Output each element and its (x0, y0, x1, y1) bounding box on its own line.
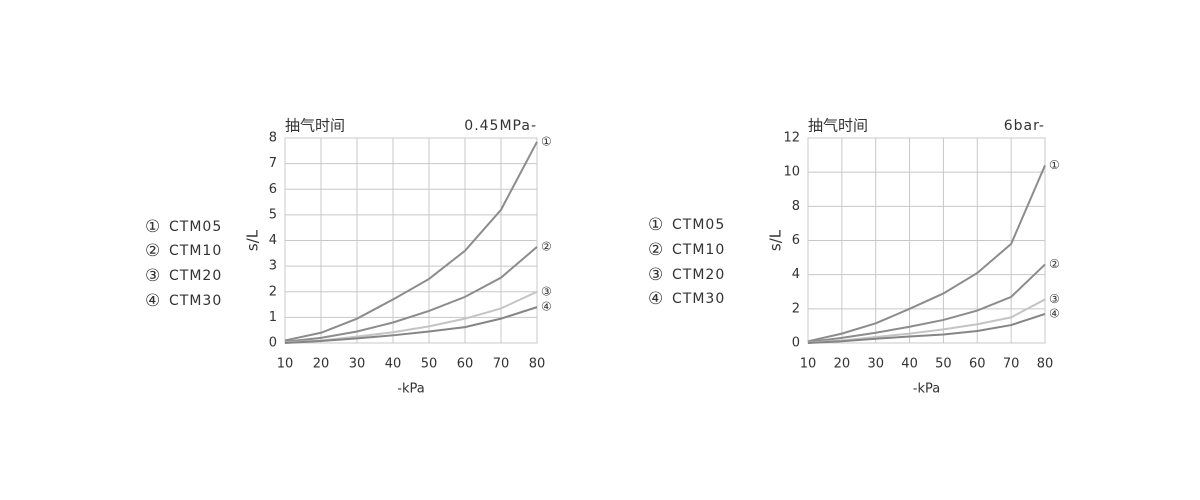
x-tick-label: 50 (935, 357, 952, 372)
series-line (284, 141, 538, 342)
y-tick-label: 8 (269, 131, 277, 146)
x-tick-label: 30 (867, 357, 884, 372)
legend-label: CTM05 (672, 217, 725, 233)
x-tick-label: 10 (277, 357, 294, 372)
x-tick-label: 70 (493, 357, 510, 372)
x-tick-label: 40 (385, 357, 402, 372)
legend-symbol: ② (648, 240, 664, 260)
legend-label: CTM05 (169, 219, 222, 235)
y-tick-label: 6 (792, 233, 800, 248)
y-tick-label: 12 (783, 131, 800, 146)
legend-symbol: ① (648, 215, 664, 235)
series-end-label: ④ (1049, 306, 1060, 320)
legend-label: CTM20 (672, 267, 725, 283)
series-line (284, 246, 538, 343)
chart-subtitle: 6bar- (1004, 118, 1045, 134)
y-tick-label: 0 (269, 336, 277, 351)
legend-symbol: ④ (145, 291, 161, 311)
x-tick-label: 80 (1037, 357, 1054, 372)
series-end-label: ② (1049, 257, 1060, 271)
y-axis-label: s/L (244, 229, 262, 251)
legend-symbol: ④ (648, 289, 664, 309)
y-tick-label: 0 (792, 336, 800, 351)
y-tick-label: 8 (792, 199, 800, 214)
series-line (807, 313, 1046, 344)
x-axis-label: -kPa (397, 382, 424, 397)
series-end-label: ③ (1049, 292, 1060, 306)
series-end-label: ③ (541, 284, 552, 298)
legend-symbol: ③ (145, 266, 161, 286)
y-tick-label: 1 (269, 310, 277, 325)
y-tick-label: 4 (792, 267, 800, 282)
x-tick-label: 20 (313, 357, 330, 372)
y-tick-label: 4 (269, 233, 277, 248)
series-line (284, 306, 538, 344)
x-tick-label: 20 (834, 357, 851, 372)
series-end-label: ④ (541, 300, 552, 314)
x-tick-label: 70 (1003, 357, 1020, 372)
x-tick-label: 10 (800, 357, 817, 372)
legend-label: CTM30 (169, 293, 222, 309)
x-tick-label: 50 (421, 357, 438, 372)
legend-label: CTM20 (169, 268, 222, 284)
x-tick-label: 40 (901, 357, 918, 372)
legend-label: CTM30 (672, 291, 725, 307)
legend-symbol: ① (145, 217, 161, 237)
y-tick-label: 5 (269, 207, 277, 222)
x-axis-label: -kPa (913, 382, 940, 397)
x-tick-label: 60 (457, 357, 474, 372)
chart-subtitle: 0.45MPa- (464, 118, 537, 134)
series-end-label: ② (541, 239, 552, 253)
series-line (807, 164, 1046, 343)
series-end-label: ① (1049, 158, 1060, 172)
x-tick-label: 80 (529, 357, 546, 372)
series-line (807, 263, 1046, 344)
y-tick-label: 7 (269, 156, 277, 171)
y-axis-label: s/L (767, 229, 785, 251)
legend-symbol: ③ (648, 265, 664, 285)
x-tick-label: 60 (969, 357, 986, 372)
y-tick-label: 2 (792, 301, 800, 316)
legend-label: CTM10 (169, 243, 222, 259)
chart-title: 抽气时间 (285, 117, 345, 135)
chart-title: 抽气时间 (808, 117, 868, 135)
y-tick-label: 3 (269, 259, 277, 274)
legend-label: CTM10 (672, 242, 725, 258)
series-end-label: ① (541, 134, 552, 148)
legend-symbol: ② (145, 241, 161, 261)
y-tick-label: 6 (269, 182, 277, 197)
x-tick-label: 30 (349, 357, 366, 372)
y-tick-label: 10 (783, 165, 800, 180)
y-tick-label: 2 (269, 284, 277, 299)
